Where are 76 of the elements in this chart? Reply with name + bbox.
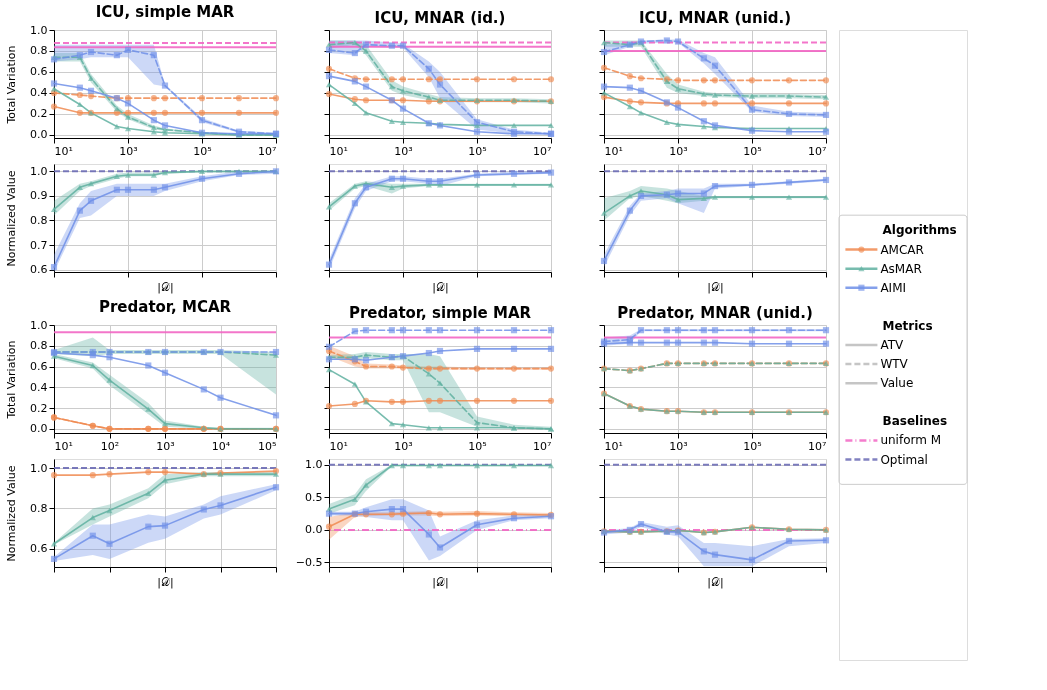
x-tick-label: 10³ — [119, 144, 138, 158]
x-axis-title: |𝒟| — [157, 281, 174, 294]
x-tick-label: 10³ — [394, 144, 413, 158]
y-tick-label: 1.0 — [30, 23, 48, 37]
x-axis-title: |𝒟| — [707, 281, 724, 294]
y-tick-label: 0.0 — [30, 128, 48, 142]
x-tick-label: 10⁷ — [808, 439, 827, 453]
legend-label: WTV — [880, 357, 909, 372]
legend-label: uniform M — [880, 433, 942, 448]
x-tick-label: 10⁷ — [533, 439, 552, 453]
legend-title: Metrics — [882, 318, 933, 333]
y-tick-label: 1.0 — [305, 458, 323, 472]
legend-label: ATV — [880, 338, 905, 352]
x-tick-label: 10⁷ — [533, 144, 552, 158]
legend-label: AMCAR — [880, 242, 924, 257]
y-tick-label: 0.6 — [30, 263, 48, 277]
x-tick-label: 10³ — [669, 439, 688, 453]
y-tick-label: 0.0 — [30, 422, 48, 436]
x-tick-label: 10⁵ — [258, 439, 277, 453]
y-axis-title: Total Variation — [4, 45, 18, 125]
y-tick-label: 0.6 — [30, 360, 48, 374]
y-tick-label: 0.2 — [30, 401, 48, 415]
y-tick-label: 0.4 — [30, 380, 48, 394]
legend-title: Baselines — [882, 414, 948, 429]
y-tick-label: 0.9 — [30, 189, 48, 203]
chart-title: Predator, MCAR — [98, 298, 232, 316]
x-tick-label: 10⁷ — [258, 144, 277, 158]
y-tick-label: 1.0 — [30, 164, 48, 178]
chart-title: Predator, simple MAR — [348, 303, 532, 322]
y-tick-label: 0.8 — [30, 213, 48, 227]
legend-label: Value — [880, 376, 914, 391]
chart-title: ICU, MNAR (id.) — [374, 8, 506, 27]
y-tick-label: 0.8 — [30, 44, 48, 58]
y-axis-title: Normalized Value — [4, 465, 18, 562]
x-tick-label: 10¹ — [604, 439, 623, 453]
x-tick-label: 10⁷ — [808, 144, 827, 158]
y-tick-label: 0.5 — [305, 490, 323, 504]
x-tick-label: 10¹ — [329, 439, 348, 453]
legend-title: Algorithms — [882, 223, 957, 238]
x-tick-label: 10³ — [394, 439, 413, 453]
y-tick-label: −0.5 — [295, 555, 323, 569]
x-tick-label: 10¹ — [329, 144, 348, 158]
x-axis-title: |𝒟| — [432, 576, 449, 589]
y-axis-title: Total Variation — [4, 340, 18, 420]
x-tick-label: 10¹ — [604, 144, 623, 158]
chart-title: Predator, MNAR (unid.) — [617, 303, 813, 322]
y-tick-label: 0.2 — [30, 107, 48, 121]
x-axis-title: |𝒟| — [707, 576, 724, 589]
x-tick-label: 10⁵ — [468, 144, 487, 158]
x-tick-label: 10¹ — [54, 439, 73, 453]
y-tick-label: 0.8 — [30, 339, 48, 353]
y-tick-label: 0.7 — [30, 238, 48, 252]
legend-label: Optimal — [880, 452, 928, 467]
x-tick-label: 10⁵ — [193, 144, 212, 158]
y-tick-label: 0.6 — [30, 65, 48, 79]
x-tick-label: 10² — [100, 439, 120, 453]
x-tick-label: 10⁴ — [211, 439, 231, 453]
y-tick-label: 1.0 — [30, 461, 48, 475]
x-tick-label: 10⁵ — [468, 439, 487, 453]
y-tick-label: 0.6 — [30, 542, 48, 556]
x-tick-label: 10⁵ — [743, 439, 762, 453]
x-axis-title: |𝒟| — [157, 576, 174, 589]
x-tick-label: 10³ — [156, 439, 175, 453]
x-tick-label: 10³ — [669, 144, 688, 158]
y-tick-label: 0.4 — [30, 86, 48, 100]
y-tick-label: 1.0 — [30, 318, 48, 332]
y-tick-label: 0.0 — [305, 523, 323, 537]
chart-title: ICU, MNAR (unid.) — [638, 8, 792, 27]
chart-title: ICU, simple MAR — [95, 3, 235, 21]
x-axis-title: |𝒟| — [432, 281, 449, 294]
x-tick-label: 10⁵ — [743, 144, 762, 158]
legend-label: AIMI — [880, 280, 907, 295]
x-tick-label: 10¹ — [54, 144, 73, 158]
legend-label: AsMAR — [880, 261, 922, 276]
y-tick-label: 0.8 — [30, 501, 48, 515]
y-axis-title: Normalized Value — [4, 170, 18, 267]
